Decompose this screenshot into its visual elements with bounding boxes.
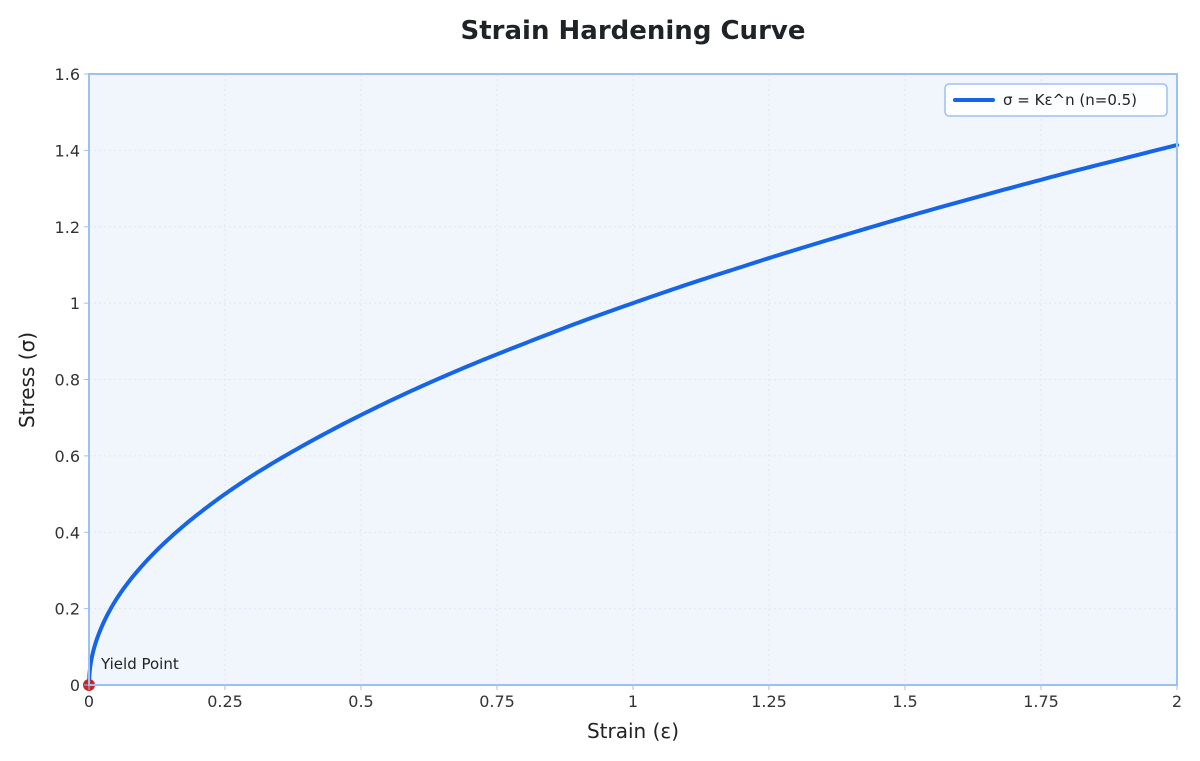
yield-point-label: Yield Point (100, 655, 179, 673)
y-tick-label: 0.8 (55, 371, 80, 390)
y-tick-label: 1.2 (55, 218, 80, 237)
chart-title: Strain Hardening Curve (461, 16, 806, 46)
series-layer (87, 143, 1179, 687)
legend-label: σ = Kε^n (n=0.5) (1003, 91, 1137, 109)
grid-lines (88, 73, 1178, 686)
y-tick-label: 0.4 (55, 523, 80, 542)
x-axis-ticks: 0 0.25 0.5 0.75 1 1.25 1.5 1.75 2 (84, 685, 1182, 711)
y-tick-label: 0.6 (55, 447, 80, 466)
y-axis-ticks: 0 0.2 0.4 0.6 0.8 1 1.2 1.4 1.6 (55, 65, 89, 695)
y-tick-label: 1 (70, 294, 80, 313)
y-tick-label: 1.4 (55, 141, 80, 160)
y-axis-label: Stress (σ) (15, 332, 39, 428)
x-tick-label: 1 (628, 692, 638, 711)
y-tick-label: 0.2 (55, 600, 80, 619)
legend-box (944, 83, 1168, 117)
x-tick-label: 2 (1172, 692, 1182, 711)
x-tick-label: 0.25 (207, 692, 243, 711)
x-tick-label: 0.75 (479, 692, 515, 711)
legend: σ = Kε^n (n=0.5) (944, 83, 1168, 117)
y-tick-label: 0 (70, 676, 80, 695)
series-line-0 (87, 143, 1179, 687)
x-tick-label: 0.5 (348, 692, 373, 711)
x-axis-label: Strain (ε) (587, 719, 679, 743)
x-tick-label: 0 (84, 692, 94, 711)
y-tick-label: 1.6 (55, 65, 80, 84)
x-tick-label: 1.25 (751, 692, 787, 711)
x-tick-label: 1.5 (892, 692, 917, 711)
x-tick-label: 1.75 (1023, 692, 1059, 711)
